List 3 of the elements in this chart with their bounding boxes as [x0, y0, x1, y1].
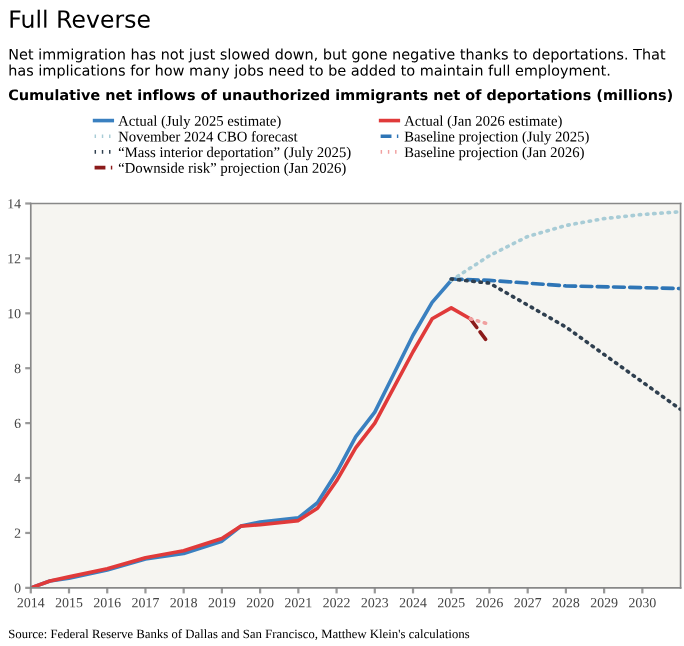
line-series	[449, 277, 681, 412]
chart-title: Full Reverse	[10, 9, 150, 28]
line-series	[449, 209, 681, 283]
